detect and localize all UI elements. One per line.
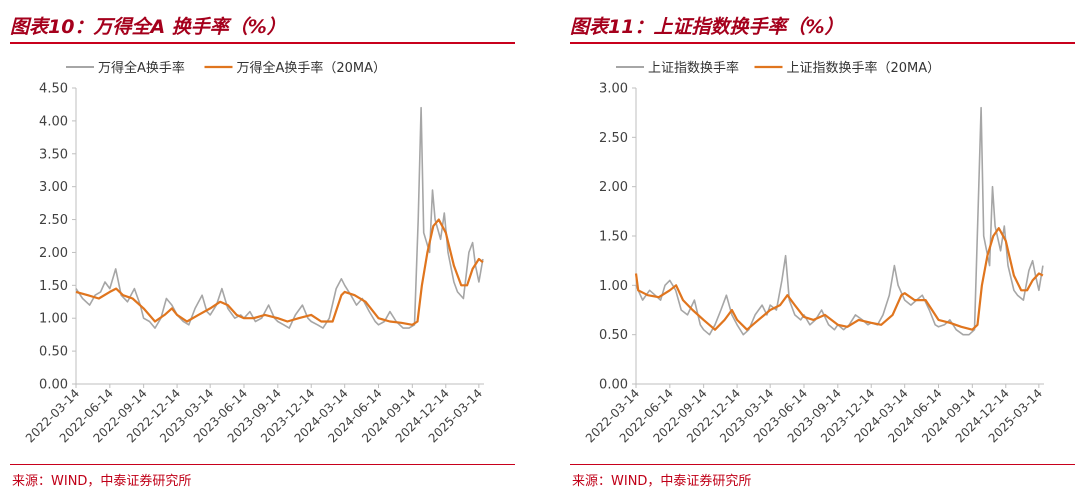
chart-panel-wind-a: 图表10：万得全A 换手率（%） 万得全A换手率 万得全A换手率（20MA） 0.0… [0,0,520,492]
y-tick-label: 1.00 [39,312,68,327]
chart-panel-sse: 图表11：上证指数换手率（%） 上证指数换手率 上证指数换手率（20MA） 0.00… [560,0,1080,492]
title-rule [570,42,1075,44]
y-tick-label: 3.00 [39,180,68,195]
source-note: 来源：WIND，中泰证券研究所 [572,474,752,489]
y-tick-label: 0.50 [39,345,68,360]
y-tick-label: 2.00 [599,180,628,195]
y-tick-label: 3.50 [39,147,68,162]
turnover-chart: 上证指数换手率 上证指数换手率（20MA） 0.00 0.50 1.00 1.50 2.00… [583,60,1045,445]
figure-title: 图表10：万得全A 换手率（%） [10,16,286,38]
footer-rule [570,464,1075,465]
chart-legend: 上证指数换手率 上证指数换手率（20MA） [616,60,940,76]
y-tick-label: 1.50 [599,230,628,245]
y-tick-label: 4.50 [39,82,68,97]
y-tick-label: 3.00 [599,82,628,97]
series-ma20-line [634,227,1044,331]
y-tick-label: 2.00 [39,246,68,261]
turnover-chart: 万得全A换手率 万得全A换手率（20MA） 0.00 0.50 1.00 1.50 2.00… [23,60,485,445]
y-tick-label: 1.00 [599,279,628,294]
chart-legend: 万得全A换手率 万得全A换手率（20MA） [66,60,386,76]
y-tick-label: 0.00 [39,378,68,393]
legend-label: 万得全A换手率（20MA） [237,60,387,76]
y-tick-label: 0.00 [599,378,628,393]
legend-label: 上证指数换手率（20MA） [787,60,941,76]
legend-label: 上证指数换手率 [648,60,739,76]
y-tick-label: 2.50 [599,131,628,146]
y-tick-label: 0.50 [599,328,628,343]
footer-rule [10,464,515,465]
y-tick-label: 1.50 [39,279,68,294]
figure-title: 图表11：上证指数换手率（%） [570,16,844,38]
series-raw-line [75,106,484,329]
source-note: 来源：WIND，中泰证券研究所 [12,474,192,489]
series-raw-line [635,106,1044,336]
title-rule [10,42,515,44]
series-ma20-line [75,218,484,326]
y-tick-label: 2.50 [39,213,68,228]
legend-label: 万得全A换手率 [98,60,185,76]
y-tick-label: 4.00 [39,114,68,129]
